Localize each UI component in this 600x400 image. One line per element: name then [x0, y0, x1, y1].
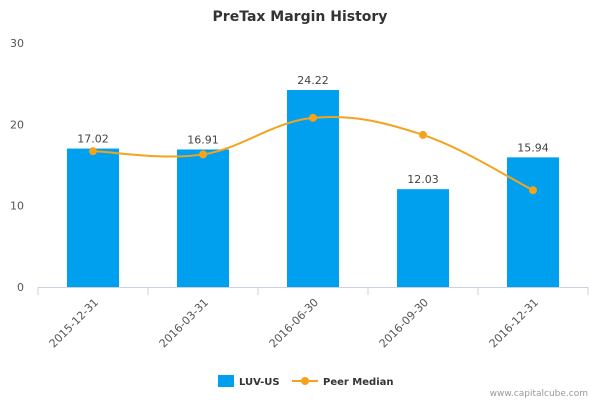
bar-series — [67, 90, 559, 287]
x-tick-labels: 2015-12-31 2016-03-31 2016-06-30 2016-09-30… — [47, 296, 541, 350]
bar-2016-12-31 — [507, 157, 559, 287]
legend-swatch-luv-us — [218, 375, 234, 387]
bar-value-label: 12.03 — [407, 173, 439, 186]
legend-swatch-peer-median-marker — [301, 377, 309, 385]
x-tick-label: 2015-12-31 — [47, 296, 101, 350]
bar-2015-12-31 — [67, 148, 119, 287]
legend-label-luv-us: LUV-US — [239, 377, 280, 388]
peer-median-point-2016-09-30 — [419, 130, 427, 139]
bar-value-label: 17.02 — [77, 133, 109, 146]
y-tick-label: 20 — [10, 118, 24, 131]
bar-value-label: 15.94 — [517, 141, 549, 154]
legend-label-peer-median: Peer Median — [323, 377, 394, 388]
x-axis — [37, 287, 589, 295]
bar-value-label: 16.91 — [187, 133, 219, 146]
peer-median-point-2016-12-31 — [529, 186, 537, 195]
y-tick-label: 30 — [10, 37, 24, 50]
x-tick-label: 2016-09-30 — [377, 296, 431, 350]
chart-title: PreTax Margin History — [213, 9, 388, 25]
y-axis: 0 10 20 30 — [10, 37, 24, 294]
bar-2016-03-31 — [177, 149, 229, 287]
y-tick-label: 10 — [10, 200, 24, 213]
bar-value-label: 24.22 — [297, 74, 329, 87]
peer-median-point-2016-06-30 — [309, 113, 317, 122]
bar-2016-06-30 — [287, 90, 339, 287]
peer-median-series — [89, 113, 537, 195]
x-tick-label: 2016-03-31 — [157, 296, 211, 350]
legend: LUV-US Peer Median — [218, 375, 394, 388]
data-labels: 17.02 16.91 24.22 12.03 15.94 — [77, 74, 549, 186]
y-tick-label: 0 — [17, 281, 24, 294]
bar-2016-09-30 — [397, 189, 449, 287]
peer-median-point-2016-03-31 — [199, 150, 207, 159]
x-tick-label: 2016-06-30 — [267, 296, 321, 350]
x-tick-label: 2016-12-31 — [487, 296, 541, 350]
watermark-text: www.capitalcube.com — [490, 389, 588, 399]
peer-median-point-2015-12-31 — [89, 147, 97, 156]
